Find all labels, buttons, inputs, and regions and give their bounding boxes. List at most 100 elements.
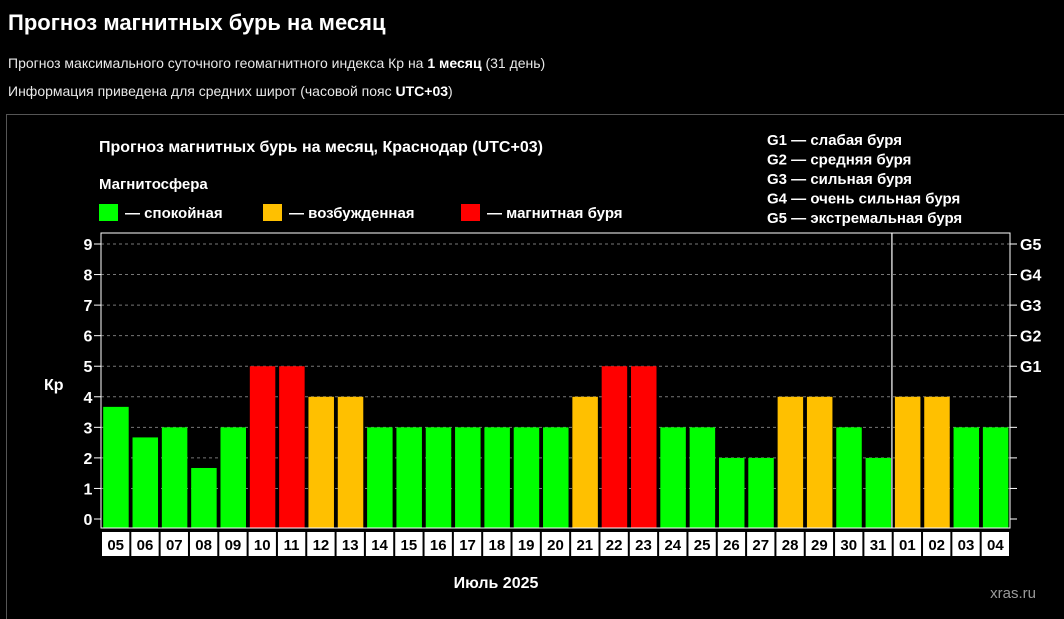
x-tick-box — [160, 532, 188, 556]
x-tick-box — [424, 532, 452, 556]
storm-level-item: G5 — экстремальная буря — [767, 210, 962, 227]
bar-17 — [455, 427, 481, 528]
bar-19 — [513, 427, 540, 528]
y-tick-label: 0 — [84, 512, 93, 529]
bar-09 — [220, 427, 246, 528]
x-tick-box — [805, 532, 834, 556]
bar-28 — [777, 396, 804, 528]
x-tick-box — [219, 532, 247, 556]
x-tick-label: 03 — [958, 537, 975, 554]
x-tick-label: 18 — [489, 537, 506, 554]
bar-24 — [660, 427, 686, 528]
x-tick-label: 06 — [137, 537, 154, 554]
x-tick-box — [365, 532, 394, 556]
x-tick-box — [483, 532, 511, 556]
bar-01 — [894, 396, 921, 528]
y-tick-label: 2 — [84, 451, 93, 468]
storm-level-item: G2 — средняя буря — [767, 152, 911, 169]
x-tick-label: 07 — [166, 537, 183, 554]
bar-13 — [337, 396, 364, 528]
x-tick-label: 01 — [899, 537, 916, 554]
x-tick-label: 24 — [664, 537, 681, 554]
x-tick-box — [835, 532, 863, 556]
bar-30 — [836, 427, 862, 528]
x-tick-label: 28 — [782, 537, 799, 554]
storm-level-item: G1 — слабая буря — [767, 132, 902, 149]
bar-29 — [806, 396, 833, 528]
x-tick-label: 27 — [752, 537, 769, 554]
x-tick-box — [102, 532, 130, 556]
bar-07 — [161, 427, 188, 528]
x-tick-label: 20 — [547, 537, 564, 554]
x-tick-box — [541, 532, 570, 556]
x-tick-label: 09 — [225, 537, 242, 554]
x-tick-label: 16 — [430, 537, 447, 554]
y-tick-label: 1 — [84, 481, 93, 498]
x-tick-label: 02 — [928, 537, 945, 554]
x-tick-label: 23 — [635, 537, 652, 554]
y-tick-label: 4 — [84, 390, 93, 407]
x-tick-box — [893, 532, 922, 556]
x-tick-box — [277, 532, 306, 556]
y-tick-label: 3 — [84, 420, 93, 437]
subtitle-text: Информация приведена для средних широт (… — [8, 83, 396, 99]
subtitle-text: Прогноз максимального суточного геомагни… — [8, 55, 428, 71]
x-tick-box — [189, 532, 218, 556]
x-tick-label: 21 — [576, 537, 593, 554]
legend-swatch — [461, 204, 480, 221]
y-tick-label: 7 — [84, 298, 93, 315]
x-tick-box — [629, 532, 658, 556]
bar-23 — [631, 366, 657, 528]
right-tick-label: G5 — [1020, 237, 1041, 254]
x-tick-box — [395, 532, 423, 556]
subtitle-text: ) — [448, 83, 453, 99]
x-tick-box — [248, 532, 276, 556]
legend-label: — возбужденная — [289, 205, 415, 222]
x-tick-label: 10 — [254, 537, 271, 554]
x-tick-box — [747, 532, 775, 556]
legend: — спокойная — возбужденная — магнитная бур… — [99, 204, 623, 222]
x-tick-box — [131, 532, 159, 556]
x-tick-box — [864, 532, 892, 556]
bar-31 — [865, 457, 892, 528]
x-tick-label: 04 — [987, 537, 1004, 554]
right-tick-label: G1 — [1020, 359, 1041, 376]
bar-10 — [249, 366, 276, 528]
x-tick-label: 13 — [342, 537, 359, 554]
y-tick-label: 9 — [84, 237, 93, 254]
storm-level-legend: G1 — слабая буря G2 — средняя буря G3 — си… — [767, 132, 962, 227]
x-tick-box — [981, 532, 1009, 556]
x-tick-label: 22 — [606, 537, 623, 554]
legend-label: — спокойная — [125, 205, 223, 222]
y-tick-label: 8 — [84, 268, 93, 285]
legend-swatch — [99, 204, 118, 221]
x-tick-label: 15 — [401, 537, 418, 554]
bar-18 — [484, 427, 510, 528]
subtitle-strong: 1 месяц — [427, 55, 482, 71]
x-tick-label: 05 — [107, 537, 124, 554]
bar-03 — [953, 427, 980, 528]
bar-06 — [132, 437, 159, 528]
x-tick-box — [717, 532, 746, 556]
subtitle-timezone: Информация приведена для средних широт (… — [8, 83, 453, 99]
bar-14 — [367, 427, 393, 528]
x-tick-box — [776, 532, 804, 556]
x-tick-box — [688, 532, 716, 556]
x-tick-label: 11 — [284, 537, 300, 554]
x-tick-label: 26 — [723, 537, 740, 554]
right-tick-label: G3 — [1020, 298, 1041, 315]
bar-05 — [103, 406, 129, 528]
x-tick-label: 19 — [518, 537, 535, 554]
bar-15 — [396, 427, 422, 528]
bar-12 — [308, 396, 334, 528]
x-tick-box — [600, 532, 628, 556]
bar-16 — [425, 427, 452, 528]
x-tick-box — [307, 532, 335, 556]
bar-04 — [982, 427, 1009, 528]
x-tick-label: 08 — [195, 537, 212, 554]
right-tick-label: G2 — [1020, 329, 1041, 346]
storm-level-item: G4 — очень сильная буря — [767, 191, 960, 208]
y-axis-label: Кр — [44, 377, 64, 394]
